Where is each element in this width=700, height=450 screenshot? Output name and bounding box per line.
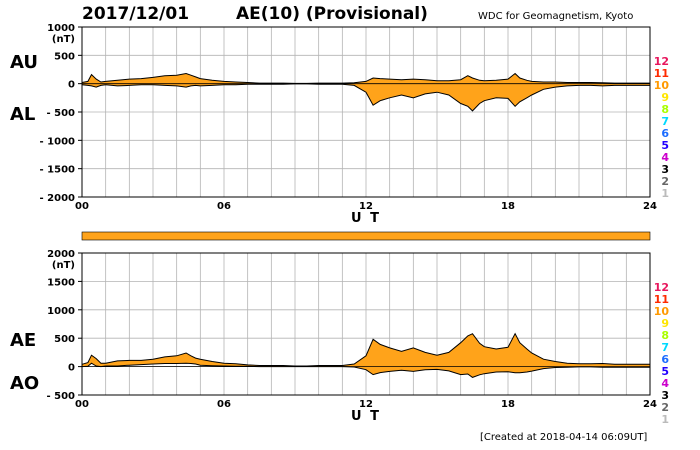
y-tick-label: 1000 xyxy=(47,23,75,34)
station-legend-item: 3 xyxy=(661,389,669,402)
station-legend-item: 9 xyxy=(661,317,669,330)
x-tick-label: 18 xyxy=(501,201,515,212)
y-tick-label: 500 xyxy=(54,334,75,345)
plot-frame xyxy=(81,252,651,396)
data-availability-bar xyxy=(81,231,651,241)
station-legend-item: 4 xyxy=(661,377,669,390)
y-tick-label: 0 xyxy=(68,363,75,374)
x-tick-label: 00 xyxy=(75,201,89,212)
y-tick-label: - 1000 xyxy=(40,136,76,147)
station-legend-item: 3 xyxy=(661,163,669,176)
ao-curve xyxy=(81,362,650,378)
y-tick-label: 1500 xyxy=(47,277,75,288)
y-unit-label: (nT) xyxy=(52,34,75,45)
ae-curve xyxy=(81,332,650,367)
station-legend-item: 9 xyxy=(661,91,669,104)
station-legend-item: 7 xyxy=(661,341,669,354)
y-tick-label: 500 xyxy=(54,51,75,62)
x-tick-label: 24 xyxy=(643,201,657,212)
x-tick-label: 18 xyxy=(501,399,515,410)
x-axis-label: U T xyxy=(351,211,381,226)
station-legend-item: 10 xyxy=(654,305,670,318)
y-tick-label: - 500 xyxy=(46,108,75,119)
x-tick-label: 24 xyxy=(643,399,657,410)
y-tick-label: 0 xyxy=(68,80,75,91)
x-tick-label: 12 xyxy=(359,399,373,410)
al-series-label: AL xyxy=(10,104,36,125)
x-tick-label: 06 xyxy=(217,399,231,410)
y-tick-label: 1000 xyxy=(47,306,75,317)
ae-series-label: AE xyxy=(10,330,37,351)
plot-date: 2017/12/01 xyxy=(82,4,190,24)
station-legend-item: 10 xyxy=(654,79,670,92)
station-legend-item: 6 xyxy=(661,127,669,140)
panel-1 xyxy=(78,26,651,198)
x-tick-label: 06 xyxy=(217,201,231,212)
station-legend-item: 2 xyxy=(661,401,669,414)
y-tick-label: 2000 xyxy=(47,249,75,260)
station-legend-item: 6 xyxy=(661,353,669,366)
station-legend-item: 11 xyxy=(654,67,669,80)
au-curve xyxy=(81,72,650,84)
x-tick-label: 12 xyxy=(359,201,373,212)
al-curve xyxy=(81,83,650,112)
station-legend-item: 4 xyxy=(661,151,669,164)
x-axis-label: U T xyxy=(351,409,381,424)
x-tick-label: 00 xyxy=(75,399,89,410)
y-unit-label: (nT) xyxy=(52,260,75,271)
station-legend-item: 2 xyxy=(661,175,669,188)
station-legend-item: 12 xyxy=(654,55,669,68)
y-tick-label: - 2000 xyxy=(40,193,76,204)
station-legend-item: 5 xyxy=(661,139,669,152)
au-series-label: AU xyxy=(10,52,38,73)
station-legend-item: 12 xyxy=(654,281,669,294)
plot-title: AE(10) (Provisional) xyxy=(236,4,428,24)
station-legend-item: 7 xyxy=(661,115,669,128)
data-source: WDC for Geomagnetism, Kyoto xyxy=(478,11,634,22)
y-tick-label: - 500 xyxy=(46,391,75,402)
created-timestamp: [Created at 2018-04-14 06:09UT] xyxy=(480,432,648,443)
y-tick-label: - 1500 xyxy=(40,165,76,176)
station-legend-item: 8 xyxy=(661,103,669,116)
station-legend-item: 8 xyxy=(661,329,669,342)
station-legend-item: 1 xyxy=(661,413,669,426)
station-legend-item: 1 xyxy=(661,187,669,200)
station-legend-item: 5 xyxy=(661,365,669,378)
station-legend-item: 11 xyxy=(654,293,669,306)
ao-series-label: AO xyxy=(10,373,40,394)
panel-2 xyxy=(78,252,651,396)
